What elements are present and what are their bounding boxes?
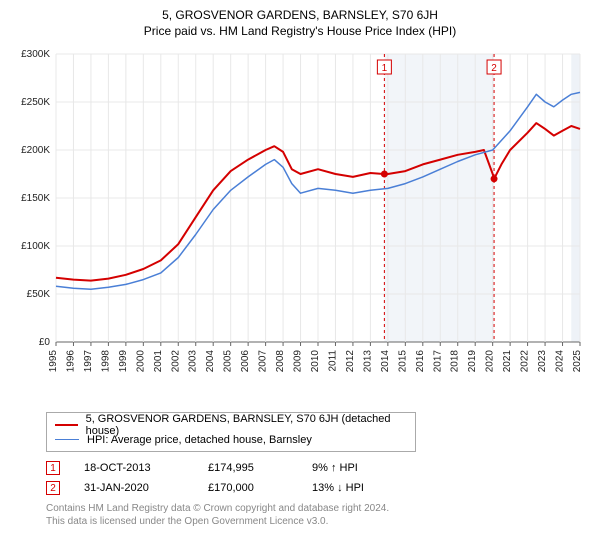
sales-table: 1 18-OCT-2013 £174,995 9% ↑ HPI 2 31-JAN-2020… xyxy=(46,458,590,498)
sale-row: 1 18-OCT-2013 £174,995 9% ↑ HPI xyxy=(46,458,590,478)
sale-price: £170,000 xyxy=(208,482,288,494)
svg-text:2018: 2018 xyxy=(450,350,461,373)
svg-text:2023: 2023 xyxy=(537,350,548,373)
svg-text:1: 1 xyxy=(382,63,388,74)
svg-text:2010: 2010 xyxy=(310,350,321,373)
svg-text:2002: 2002 xyxy=(170,350,181,373)
svg-text:2006: 2006 xyxy=(240,350,251,373)
price-chart: £0 £50K £100K £150K £200K £250K £300K 1995 1996 1… xyxy=(10,46,586,402)
svg-text:£150K: £150K xyxy=(21,193,50,204)
svg-text:2025: 2025 xyxy=(572,350,583,373)
svg-text:2015: 2015 xyxy=(397,350,408,373)
legend: 5, GROSVENOR GARDENS, BARNSLEY, S70 6JH … xyxy=(46,412,416,452)
svg-text:2: 2 xyxy=(491,63,497,74)
svg-text:2007: 2007 xyxy=(258,350,269,373)
sale-marker: 2 xyxy=(46,481,60,495)
sale-date: 18-OCT-2013 xyxy=(84,462,184,474)
footnote-line2: This data is licensed under the Open Gov… xyxy=(46,515,590,528)
footnote: Contains HM Land Registry data © Crown c… xyxy=(46,502,590,528)
svg-text:2012: 2012 xyxy=(345,350,356,373)
svg-text:2011: 2011 xyxy=(327,350,338,372)
svg-text:1999: 1999 xyxy=(118,350,129,373)
svg-text:£250K: £250K xyxy=(21,97,50,108)
svg-text:2005: 2005 xyxy=(223,350,234,373)
svg-text:2008: 2008 xyxy=(275,350,286,373)
legend-swatch xyxy=(55,439,79,441)
svg-text:2019: 2019 xyxy=(467,350,478,373)
sale-date: 31-JAN-2020 xyxy=(84,482,184,494)
svg-text:£0: £0 xyxy=(39,337,51,348)
svg-text:2009: 2009 xyxy=(293,350,304,373)
sale-marker: 1 xyxy=(46,461,60,475)
svg-text:2017: 2017 xyxy=(432,350,443,373)
chart-title: 5, GROSVENOR GARDENS, BARNSLEY, S70 6JH xyxy=(10,8,590,22)
svg-text:2014: 2014 xyxy=(380,350,391,373)
sale-price: £174,995 xyxy=(208,462,288,474)
svg-text:2020: 2020 xyxy=(485,350,496,373)
svg-text:2022: 2022 xyxy=(520,350,531,373)
legend-label: HPI: Average price, detached house, Barn… xyxy=(87,434,312,446)
svg-text:2024: 2024 xyxy=(555,350,566,373)
sale-row: 2 31-JAN-2020 £170,000 13% ↓ HPI xyxy=(46,478,590,498)
sale-vs-hpi: 9% ↑ HPI xyxy=(312,462,358,474)
svg-text:£200K: £200K xyxy=(21,145,50,156)
svg-text:2016: 2016 xyxy=(415,350,426,373)
chart-subtitle: Price paid vs. HM Land Registry's House … xyxy=(10,24,590,38)
svg-text:£50K: £50K xyxy=(27,289,51,300)
svg-text:2004: 2004 xyxy=(205,350,216,373)
svg-text:1997: 1997 xyxy=(83,350,94,373)
svg-text:2001: 2001 xyxy=(153,350,164,373)
svg-text:2013: 2013 xyxy=(362,350,373,373)
sale-vs-hpi: 13% ↓ HPI xyxy=(312,482,364,494)
svg-text:£100K: £100K xyxy=(21,241,50,252)
svg-text:2000: 2000 xyxy=(135,350,146,373)
svg-text:£300K: £300K xyxy=(21,49,50,60)
svg-text:2021: 2021 xyxy=(502,350,513,373)
legend-swatch xyxy=(55,424,78,426)
chart-area: £0 £50K £100K £150K £200K £250K £300K 1995 1996 1… xyxy=(10,46,590,406)
svg-text:2003: 2003 xyxy=(188,350,199,373)
footnote-line1: Contains HM Land Registry data © Crown c… xyxy=(46,502,590,515)
svg-text:1995: 1995 xyxy=(48,350,59,373)
svg-text:1998: 1998 xyxy=(100,350,111,373)
svg-text:1996: 1996 xyxy=(65,350,76,373)
legend-row: 5, GROSVENOR GARDENS, BARNSLEY, S70 6JH … xyxy=(55,417,407,432)
